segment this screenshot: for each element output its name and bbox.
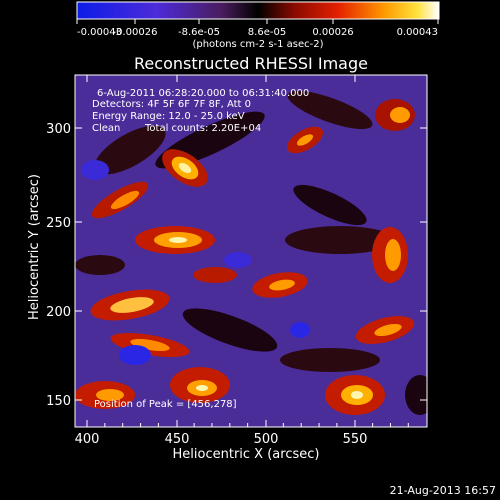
emission-blobs xyxy=(75,90,427,415)
y-tick-label: 250 xyxy=(46,216,71,231)
colorbar-tick-label: -8.6e-05 xyxy=(178,27,220,38)
colorbar-tick-label: 8.6e-05 xyxy=(248,27,286,38)
emission-blob xyxy=(130,338,170,352)
emission-blob xyxy=(280,348,380,372)
emission-blob xyxy=(374,323,402,337)
emission-blob xyxy=(178,162,192,174)
emission-blob xyxy=(75,255,125,275)
emission-blob xyxy=(119,345,151,365)
emission-blob xyxy=(405,375,427,415)
x-tick-label: 450 xyxy=(165,432,190,447)
emission-blob xyxy=(182,308,278,352)
colorbar-frame xyxy=(76,1,440,20)
emission-blob xyxy=(196,385,208,391)
x-axis: 400 450 500 550 xyxy=(75,75,409,447)
y-tick-label: 150 xyxy=(46,394,71,409)
plot-title: Reconstructed RHESSI Image xyxy=(134,54,368,73)
emission-blob xyxy=(269,279,295,291)
image-annotations: 6-Aug-2011 06:28:20.000 to 06:31:40.000 … xyxy=(92,88,309,410)
emission-blob xyxy=(290,322,310,338)
emission-blob xyxy=(390,107,410,123)
annotation-algorithm: Clean xyxy=(92,123,120,134)
colorbar: -0.00043-0.00026 -8.6e-05 8.6e-05 0.00026 0.… xyxy=(76,1,440,50)
annotation-energy-range: Energy Range: 12.0 - 25.0 keV xyxy=(92,111,245,122)
emission-blob xyxy=(110,297,154,313)
colorbar-tick-label: -0.00026 xyxy=(113,27,158,38)
footer-timestamp: 21-Aug-2013 16:57 xyxy=(390,484,496,497)
colorbar-tick-label: 0.00026 xyxy=(312,27,353,38)
annotation-detectors: Detectors: 4F 5F 6F 7F 8F, Att 0 xyxy=(92,99,251,110)
plot-frame xyxy=(74,74,428,428)
emission-blob xyxy=(224,252,252,268)
emission-blob xyxy=(193,267,237,283)
emission-blob xyxy=(296,134,314,146)
emission-blob xyxy=(287,90,373,130)
colorbar-tick-label: -0.00043 xyxy=(77,27,122,38)
y-tick-label: 200 xyxy=(46,305,71,320)
colorbar-tick-label: 0.00043 xyxy=(397,27,438,38)
emission-blob xyxy=(293,184,367,226)
annotation-total-counts: Total counts: 2.20E+04 xyxy=(144,123,261,134)
colorbar-ticks: -0.00043-0.00026 -8.6e-05 8.6e-05 0.00026 0.… xyxy=(76,19,439,38)
rhessi-image-map xyxy=(75,75,427,427)
x-tick-label: 500 xyxy=(254,432,279,447)
y-axis: 150 200 250 300 xyxy=(46,122,427,409)
x-axis-label: Heliocentric X (arcsec) xyxy=(173,447,320,462)
emission-blob xyxy=(385,239,401,271)
y-axis-label: Heliocentric Y (arcsec) xyxy=(27,174,42,320)
emission-blob xyxy=(96,389,124,401)
annotation-time-range: 6-Aug-2011 06:28:20.000 to 06:31:40.000 xyxy=(97,88,309,99)
x-tick-label: 550 xyxy=(343,432,368,447)
x-tick-label: 400 xyxy=(75,432,100,447)
annotation-peak-position: Position of Peak = [456,278] xyxy=(94,399,237,410)
emission-blob xyxy=(94,125,166,175)
emission-blob xyxy=(110,190,140,210)
y-tick-label: 300 xyxy=(46,122,71,137)
emission-blob xyxy=(285,226,395,254)
emission-blob xyxy=(169,237,187,243)
emission-blob xyxy=(81,160,109,180)
emission-blob xyxy=(351,391,363,399)
colorbar-gradient xyxy=(77,2,439,19)
colorbar-units: (photons cm-2 s-1 asec-2) xyxy=(192,39,323,50)
